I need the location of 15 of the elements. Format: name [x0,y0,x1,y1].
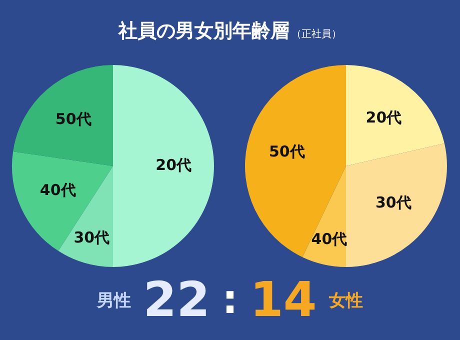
slice-label: 20代 [156,156,192,174]
slice-label: 40代 [311,230,348,248]
text: 女性 [328,290,363,312]
text: 22 [143,272,210,328]
slice-label: 40代 [40,181,76,199]
text: : [222,277,238,323]
text: 社員の男女別年齢層 [118,20,290,42]
text: 男性 [97,290,132,312]
slice-label: 50代 [268,142,305,160]
text: （正社員） [292,29,342,40]
slice-label: 20代 [366,108,402,126]
slice-label: 30代 [74,228,110,247]
slice-label: 30代 [375,194,412,212]
slice-label: 50代 [55,110,92,128]
text: 14 [250,272,317,328]
